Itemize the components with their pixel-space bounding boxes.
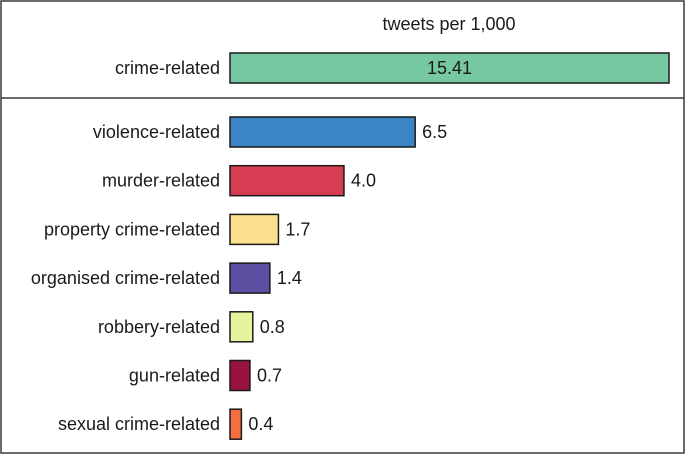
value-label-violence-related: 6.5 <box>422 122 447 142</box>
value-label-robbery-related: 0.8 <box>260 317 285 337</box>
category-label-robbery-related: robbery-related <box>98 317 220 337</box>
category-label-gun-related: gun-related <box>129 366 220 386</box>
bar-organised-crime-related <box>229 262 271 294</box>
chart-marks: crime-related 15.41 violence-related 6.5 mur… <box>31 52 670 440</box>
category-label-sexual-crime-related: sexual crime-related <box>58 414 220 434</box>
category-label-property-crime-related: property crime-related <box>44 219 220 239</box>
value-label-organised-crime-related: 1.4 <box>277 268 302 288</box>
chart-title: tweets per 1,000 <box>382 14 515 34</box>
bar-robbery-related <box>229 311 254 343</box>
value-label-property-crime-related: 1.7 <box>285 219 310 239</box>
bar-sexual-crime-related <box>229 408 243 440</box>
category-label-violence-related: violence-related <box>93 122 220 142</box>
value-label-murder-related: 4.0 <box>351 171 376 191</box>
value-label-sexual-crime-related: 0.4 <box>248 414 273 434</box>
bar-property-crime-related <box>229 213 280 246</box>
category-label-crime-related: crime-related <box>115 58 220 78</box>
bar-gun-related <box>229 359 251 392</box>
bar-murder-related <box>229 164 345 197</box>
category-label-murder-related: murder-related <box>102 171 220 191</box>
value-label-gun-related: 0.7 <box>257 366 282 386</box>
category-label-organised-crime-related: organised crime-related <box>31 268 220 288</box>
bar-crime-related <box>229 52 670 84</box>
value-label-crime-related: 15.41 <box>427 58 472 78</box>
bar-violence-related <box>229 116 416 148</box>
